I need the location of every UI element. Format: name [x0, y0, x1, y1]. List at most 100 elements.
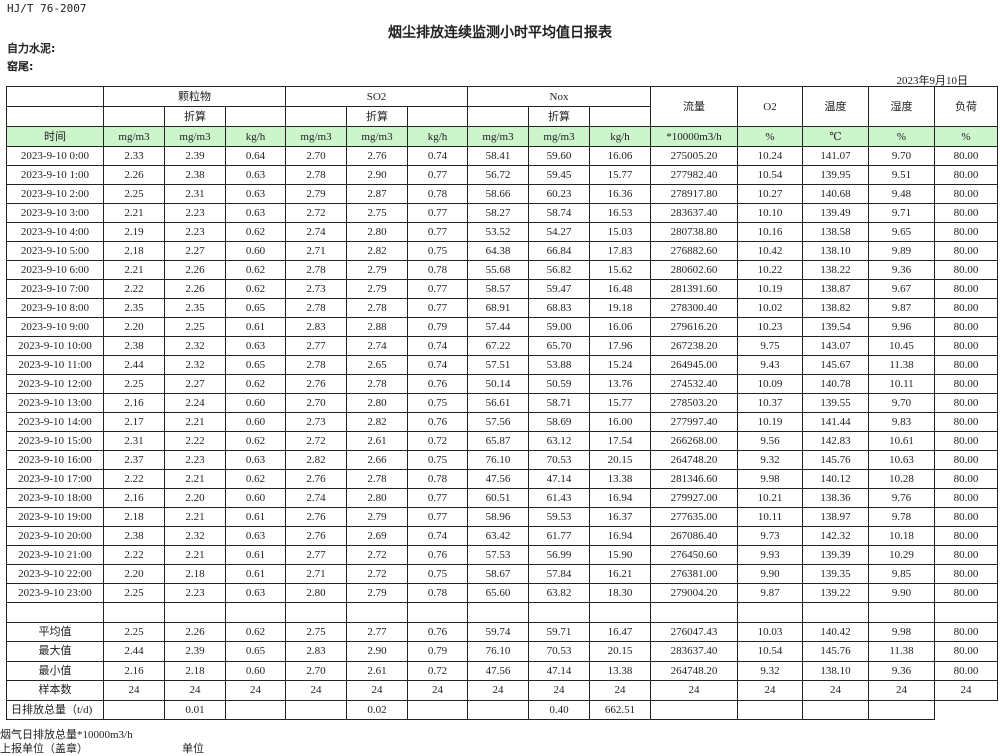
table-cell: 10.19	[737, 412, 803, 432]
table-cell: 80.00	[934, 222, 998, 242]
table-cell: 80.00	[934, 526, 998, 546]
table-cell: 142.83	[802, 431, 869, 451]
table-cell: 15.62	[589, 260, 651, 280]
row-label: 最小值	[6, 660, 104, 681]
table-row: 2023-9-10 7:00 2.22 2.26 0.62 2.73 2.79 0.77 58…	[6, 279, 998, 299]
table-cell: 139.49	[802, 203, 869, 223]
table-cell: 70.53	[528, 450, 590, 470]
table-cell: 9.71	[868, 203, 935, 223]
table-cell: 10.63	[868, 450, 935, 470]
row-label: 2023-9-10 0:00	[6, 146, 104, 166]
table-row: 2023-9-10 20:00 2.38 2.32 0.63 2.76 2.69 0.74 6…	[6, 526, 998, 546]
table-cell	[650, 602, 738, 623]
table-cell: 2.72	[285, 203, 347, 223]
table-cell	[164, 602, 226, 623]
table-cell: 0.77	[407, 203, 468, 223]
report-date: 2023年9月10日	[896, 75, 969, 87]
table-cell: 9.78	[868, 507, 935, 527]
table-cell: 59.60	[528, 146, 590, 166]
table-cell: 2.77	[346, 621, 408, 642]
table-cell: 2.82	[346, 241, 408, 261]
table-row: 2023-9-10 5:00 2.18 2.27 0.60 2.71 2.82 0.75 64…	[6, 241, 998, 261]
table-cell: 145.76	[802, 641, 869, 662]
header-flow: 流量	[650, 86, 738, 127]
table-cell: 2.90	[346, 165, 408, 185]
table-cell: 2.22	[103, 469, 165, 489]
table-cell: 2.80	[285, 583, 347, 603]
table-cell: 0.79	[407, 317, 468, 337]
header-blank	[467, 106, 529, 127]
table-cell: 2.18	[103, 507, 165, 527]
table-cell: 2.87	[346, 184, 408, 204]
table-cell: 2.26	[164, 279, 226, 299]
table-cell: 10.22	[737, 260, 803, 280]
table-cell: 264945.00	[650, 355, 738, 375]
table-cell: 0.78	[407, 184, 468, 204]
table-row: 2023-9-10 14:00 2.17 2.21 0.60 2.73 2.82 0.76 5…	[6, 412, 998, 432]
table-cell: 2.79	[346, 279, 408, 299]
header-blank	[6, 106, 104, 127]
table-cell: 283637.40	[650, 641, 738, 662]
table-cell: 11.38	[868, 641, 935, 662]
table-cell: 2.39	[164, 146, 226, 166]
table-cell: 9.98	[737, 469, 803, 489]
row-label: 2023-9-10 11:00	[6, 355, 104, 375]
table-cell: 9.87	[868, 298, 935, 318]
table-cell: 0.62	[225, 279, 286, 299]
table-cell: 138.22	[802, 260, 869, 280]
stats-row: 最小值 2.16 2.18 0.60 2.70 2.61 0.72 47.56 47.14 13.…	[6, 660, 998, 681]
table-cell: 10.54	[737, 641, 803, 662]
table-row: 2023-9-10 8:00 2.35 2.35 0.65 2.78 2.78 0.77 68…	[6, 298, 998, 318]
table-cell: 2.26	[164, 260, 226, 280]
table-cell: 0.61	[225, 545, 286, 565]
table-cell: 2.82	[346, 412, 408, 432]
table-cell: 10.02	[737, 298, 803, 318]
table-cell	[934, 602, 998, 623]
table-cell: 10.27	[737, 184, 803, 204]
table-cell: 145.76	[802, 450, 869, 470]
table-cell: 66.84	[528, 241, 590, 261]
table-cell: 280602.60	[650, 260, 738, 280]
table-cell: 58.96	[467, 507, 529, 527]
units-row: 时间 mg/m3 mg/m3 kg/h mg/m3 mg/m3 kg/h mg/m3 mg/m…	[6, 126, 998, 147]
table-cell: 13.76	[589, 374, 651, 394]
table-cell: 2.80	[346, 393, 408, 413]
table-cell: 9.85	[868, 564, 935, 584]
table-cell: 279004.20	[650, 583, 738, 603]
row-label: 2023-9-10 13:00	[6, 393, 104, 413]
table-cell: 140.42	[802, 621, 869, 642]
table-cell: 18.30	[589, 583, 651, 603]
row-label: 2023-9-10 6:00	[6, 260, 104, 280]
row-label: 2023-9-10 17:00	[6, 469, 104, 489]
table-cell: 16.47	[589, 621, 651, 642]
table-cell: 2.21	[103, 260, 165, 280]
table-cell: 2.73	[285, 279, 347, 299]
table-cell: 59.71	[528, 621, 590, 642]
table-cell: 9.48	[868, 184, 935, 204]
table-cell: 2.71	[285, 241, 347, 261]
table-cell	[737, 602, 803, 623]
table-row: 2023-9-10 23:00 2.25 2.23 0.63 2.80 2.79 0.78 6…	[6, 583, 998, 603]
table-cell	[467, 602, 529, 623]
table-cell	[407, 602, 468, 623]
unit-cell: mg/m3	[528, 126, 590, 147]
table-cell: 2.16	[103, 488, 165, 508]
table-cell: 9.76	[868, 488, 935, 508]
table-cell: 58.57	[467, 279, 529, 299]
table-cell: 10.42	[737, 241, 803, 261]
table-cell: 80.00	[934, 469, 998, 489]
table-cell: 279927.00	[650, 488, 738, 508]
table-cell: 0.74	[407, 146, 468, 166]
table-cell: 277997.40	[650, 412, 738, 432]
table-cell: 80.00	[934, 374, 998, 394]
table-cell: 9.89	[868, 241, 935, 261]
table-cell: 80.00	[934, 431, 998, 451]
header-load: 负荷	[934, 86, 998, 127]
table-cell: 283637.40	[650, 203, 738, 223]
table-cell: 80.00	[934, 641, 998, 662]
table-cell: 264748.20	[650, 660, 738, 681]
table-cell: 10.61	[868, 431, 935, 451]
header-nox: Nox	[467, 86, 651, 107]
table-cell: 9.65	[868, 222, 935, 242]
table-cell: 24	[650, 680, 738, 701]
